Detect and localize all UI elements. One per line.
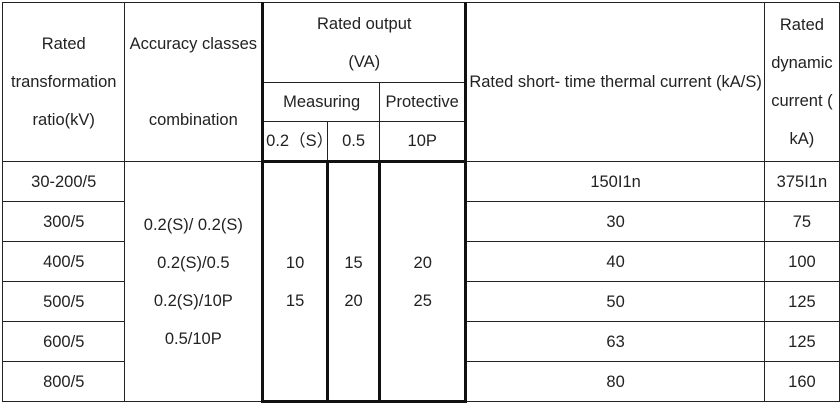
header-protective: Protective (379, 82, 468, 122)
table-row: 500/5 50 125 (1, 281, 840, 322)
output-10p-cell: 20 25 (378, 160, 468, 403)
thermal-current-cell: 50 (465, 281, 765, 322)
output-0-2s-cell: 10 15 (261, 160, 329, 403)
thermal-current-cell: 150I1n (465, 161, 765, 202)
header-class-0-2s: 0.2（S） (261, 121, 333, 162)
table-row: 400/5 40 100 (1, 241, 840, 282)
dynamic-current-cell: 100 (763, 241, 840, 282)
thermal-current-cell: 30 (465, 201, 765, 242)
header-rated-output: Rated output (VA) (261, 2, 468, 83)
ratio-cell: 500/5 (1, 281, 126, 322)
dynamic-current-cell: 75 (763, 201, 840, 242)
thermal-current-cell: 40 (465, 241, 765, 282)
header-rated-transformation-ratio: Rated transformation ratio(kV) (1, 2, 126, 162)
ratio-cell: 300/5 (1, 201, 126, 242)
ratio-cell: 800/5 (1, 361, 126, 402)
header-accuracy-classes-combination: Accuracy classes combination (124, 2, 264, 162)
dynamic-current-cell: 125 (763, 321, 840, 362)
dynamic-current-cell: 125 (763, 281, 840, 322)
table-row: 800/5 80 160 (1, 361, 840, 402)
dynamic-current-cell: 160 (763, 361, 840, 402)
table-row: 30-200/5 0.2(S)/ 0.2(S) 0.2(S)/0.5 0.2(S… (1, 160, 840, 403)
ratio-cell: 30-200/5 (1, 161, 126, 202)
header-rated-short-time-thermal-current: Rated short- time thermal current (kA/S) (465, 2, 765, 162)
dynamic-current-cell: 375I1n (763, 161, 840, 202)
ratio-cell: 400/5 (1, 241, 126, 282)
table-row: 600/5 63 125 (1, 321, 840, 362)
header-class-10p: 10P (379, 121, 468, 162)
thermal-current-cell: 63 (465, 321, 765, 362)
output-0-5-cell: 15 20 (326, 160, 381, 403)
thermal-current-cell: 80 (465, 361, 765, 402)
header-rated-dynamic-current: Rated dynamic current ( kA) (763, 2, 840, 162)
accuracy-combinations-cell: 0.2(S)/ 0.2(S) 0.2(S)/0.5 0.2(S)/10P 0.5… (124, 161, 264, 402)
table-row: 300/5 30 75 (1, 201, 840, 242)
header-measuring: Measuring (261, 82, 381, 122)
header-class-0-5: 0.5 (327, 121, 381, 162)
ratio-cell: 600/5 (1, 321, 126, 362)
